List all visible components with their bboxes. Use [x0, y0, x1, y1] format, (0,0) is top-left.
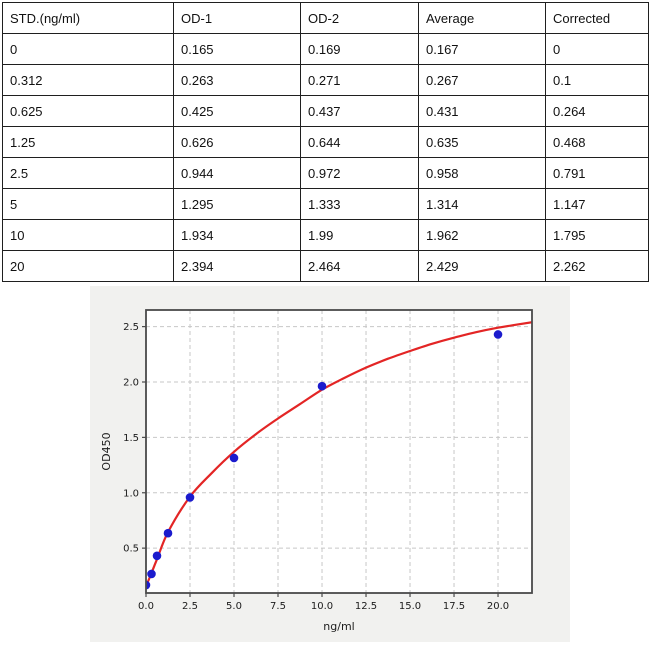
- table-cell: 1.795: [545, 219, 649, 251]
- table-cell: 20: [2, 250, 174, 282]
- table-cell: 0.425: [173, 95, 301, 127]
- x-axis-label: ng/ml: [323, 620, 354, 633]
- table-cell: 5: [2, 188, 174, 220]
- table-cell: 2.464: [300, 250, 419, 282]
- table-cell: 2.429: [418, 250, 546, 282]
- y-axis-label: OD450: [100, 432, 113, 470]
- data-point: [147, 569, 156, 579]
- table-cell: 0.167: [418, 33, 546, 65]
- table-cell: 0.644: [300, 126, 419, 158]
- data-point: [493, 330, 503, 339]
- y-tick-label: 0.5: [123, 544, 139, 555]
- data-point: [185, 493, 195, 502]
- table-cell: 0.169: [300, 33, 419, 65]
- data-point: [163, 528, 173, 538]
- table-cell: 0.271: [300, 64, 419, 96]
- table-cell: 1.295: [173, 188, 301, 220]
- data-point: [152, 551, 162, 561]
- column-header: OD-1: [173, 2, 301, 34]
- plot-area: [146, 310, 532, 593]
- table-row: 1.25 0.626 0.644 0.635 0.468: [2, 126, 649, 158]
- table-cell: 0.626: [173, 126, 301, 158]
- table-cell: 1.962: [418, 219, 546, 251]
- table-row: 10 1.934 1.99 1.962 1.795: [2, 219, 649, 251]
- x-tick-label: 10.0: [311, 601, 333, 612]
- x-tick-label: 17.5: [443, 601, 465, 612]
- table-cell: 0.165: [173, 33, 301, 65]
- data-point: [146, 580, 151, 590]
- column-header: Corrected: [545, 2, 649, 34]
- table-cell: 0.437: [300, 95, 419, 127]
- x-tick-label: 5.0: [226, 601, 242, 612]
- table-cell: 0: [2, 33, 174, 65]
- table-row: 20 2.394 2.464 2.429 2.262: [2, 250, 649, 282]
- x-tick-label: 20.0: [487, 601, 509, 612]
- table-cell: 0.1: [545, 64, 649, 96]
- table-row: 0.312 0.263 0.271 0.267 0.1: [2, 64, 649, 96]
- table-cell: 2.262: [545, 250, 649, 282]
- table-cell: 0.264: [545, 95, 649, 127]
- table-cell: 1.147: [545, 188, 649, 220]
- table-cell: 0.625: [2, 95, 174, 127]
- table-cell: 0.431: [418, 95, 546, 127]
- data-point: [317, 381, 327, 391]
- table-cell: 2.5: [2, 157, 174, 189]
- y-tick-label: 1.0: [123, 488, 139, 499]
- x-tick-label: 0.0: [138, 601, 154, 612]
- table-cell: 0: [545, 33, 649, 65]
- standards-table: STD.(ng/ml) OD-1 OD-2 Average Corrected 0 0.1…: [2, 2, 649, 282]
- table-cell: 2.394: [173, 250, 301, 282]
- standard-curve-figure: 0.0 2.5 5.0 7.5 10.0 12.5 15.0 17.5 20.0 0.5 1.0 1.…: [90, 286, 570, 642]
- data-point: [229, 453, 239, 463]
- table-cell: 0.944: [173, 157, 301, 189]
- table-cell: 1.934: [173, 219, 301, 251]
- column-header: Average: [418, 2, 546, 34]
- table-cell: 10: [2, 219, 174, 251]
- table-row: 0.625 0.425 0.437 0.431 0.264: [2, 95, 649, 127]
- x-tick-label: 12.5: [355, 601, 377, 612]
- y-tick-label: 1.5: [123, 433, 139, 444]
- standard-curve-chart: 0.0 2.5 5.0 7.5 10.0 12.5 15.0 17.5 20.0 0.5 1.0 1.…: [100, 309, 533, 633]
- y-tick-label: 2.5: [123, 322, 139, 333]
- column-header: OD-2: [300, 2, 419, 34]
- table-cell: 1.333: [300, 188, 419, 220]
- y-tick-label: 2.0: [123, 377, 139, 388]
- table-cell: 0.468: [545, 126, 649, 158]
- table-cell: 0.791: [545, 157, 649, 189]
- table-cell: 1.99: [300, 219, 419, 251]
- table-cell: 0.958: [418, 157, 546, 189]
- table-cell: 1.25: [2, 126, 174, 158]
- table-cell: 0.635: [418, 126, 546, 158]
- x-tick-label: 2.5: [182, 601, 198, 612]
- table-row: 5 1.295 1.333 1.314 1.147: [2, 188, 649, 220]
- table-row: 2.5 0.944 0.972 0.958 0.791: [2, 157, 649, 189]
- table-header-row: STD.(ng/ml) OD-1 OD-2 Average Corrected: [2, 2, 649, 34]
- table-row: 0 0.165 0.169 0.167 0: [2, 33, 649, 65]
- table-cell: 0.972: [300, 157, 419, 189]
- table-cell: 0.263: [173, 64, 301, 96]
- table-cell: 0.312: [2, 64, 174, 96]
- table-cell: 1.314: [418, 188, 546, 220]
- x-tick-label: 15.0: [399, 601, 421, 612]
- column-header: STD.(ng/ml): [2, 2, 174, 34]
- axes-spines: [145, 309, 533, 594]
- x-tick-label: 7.5: [270, 601, 286, 612]
- table-cell: 0.267: [418, 64, 546, 96]
